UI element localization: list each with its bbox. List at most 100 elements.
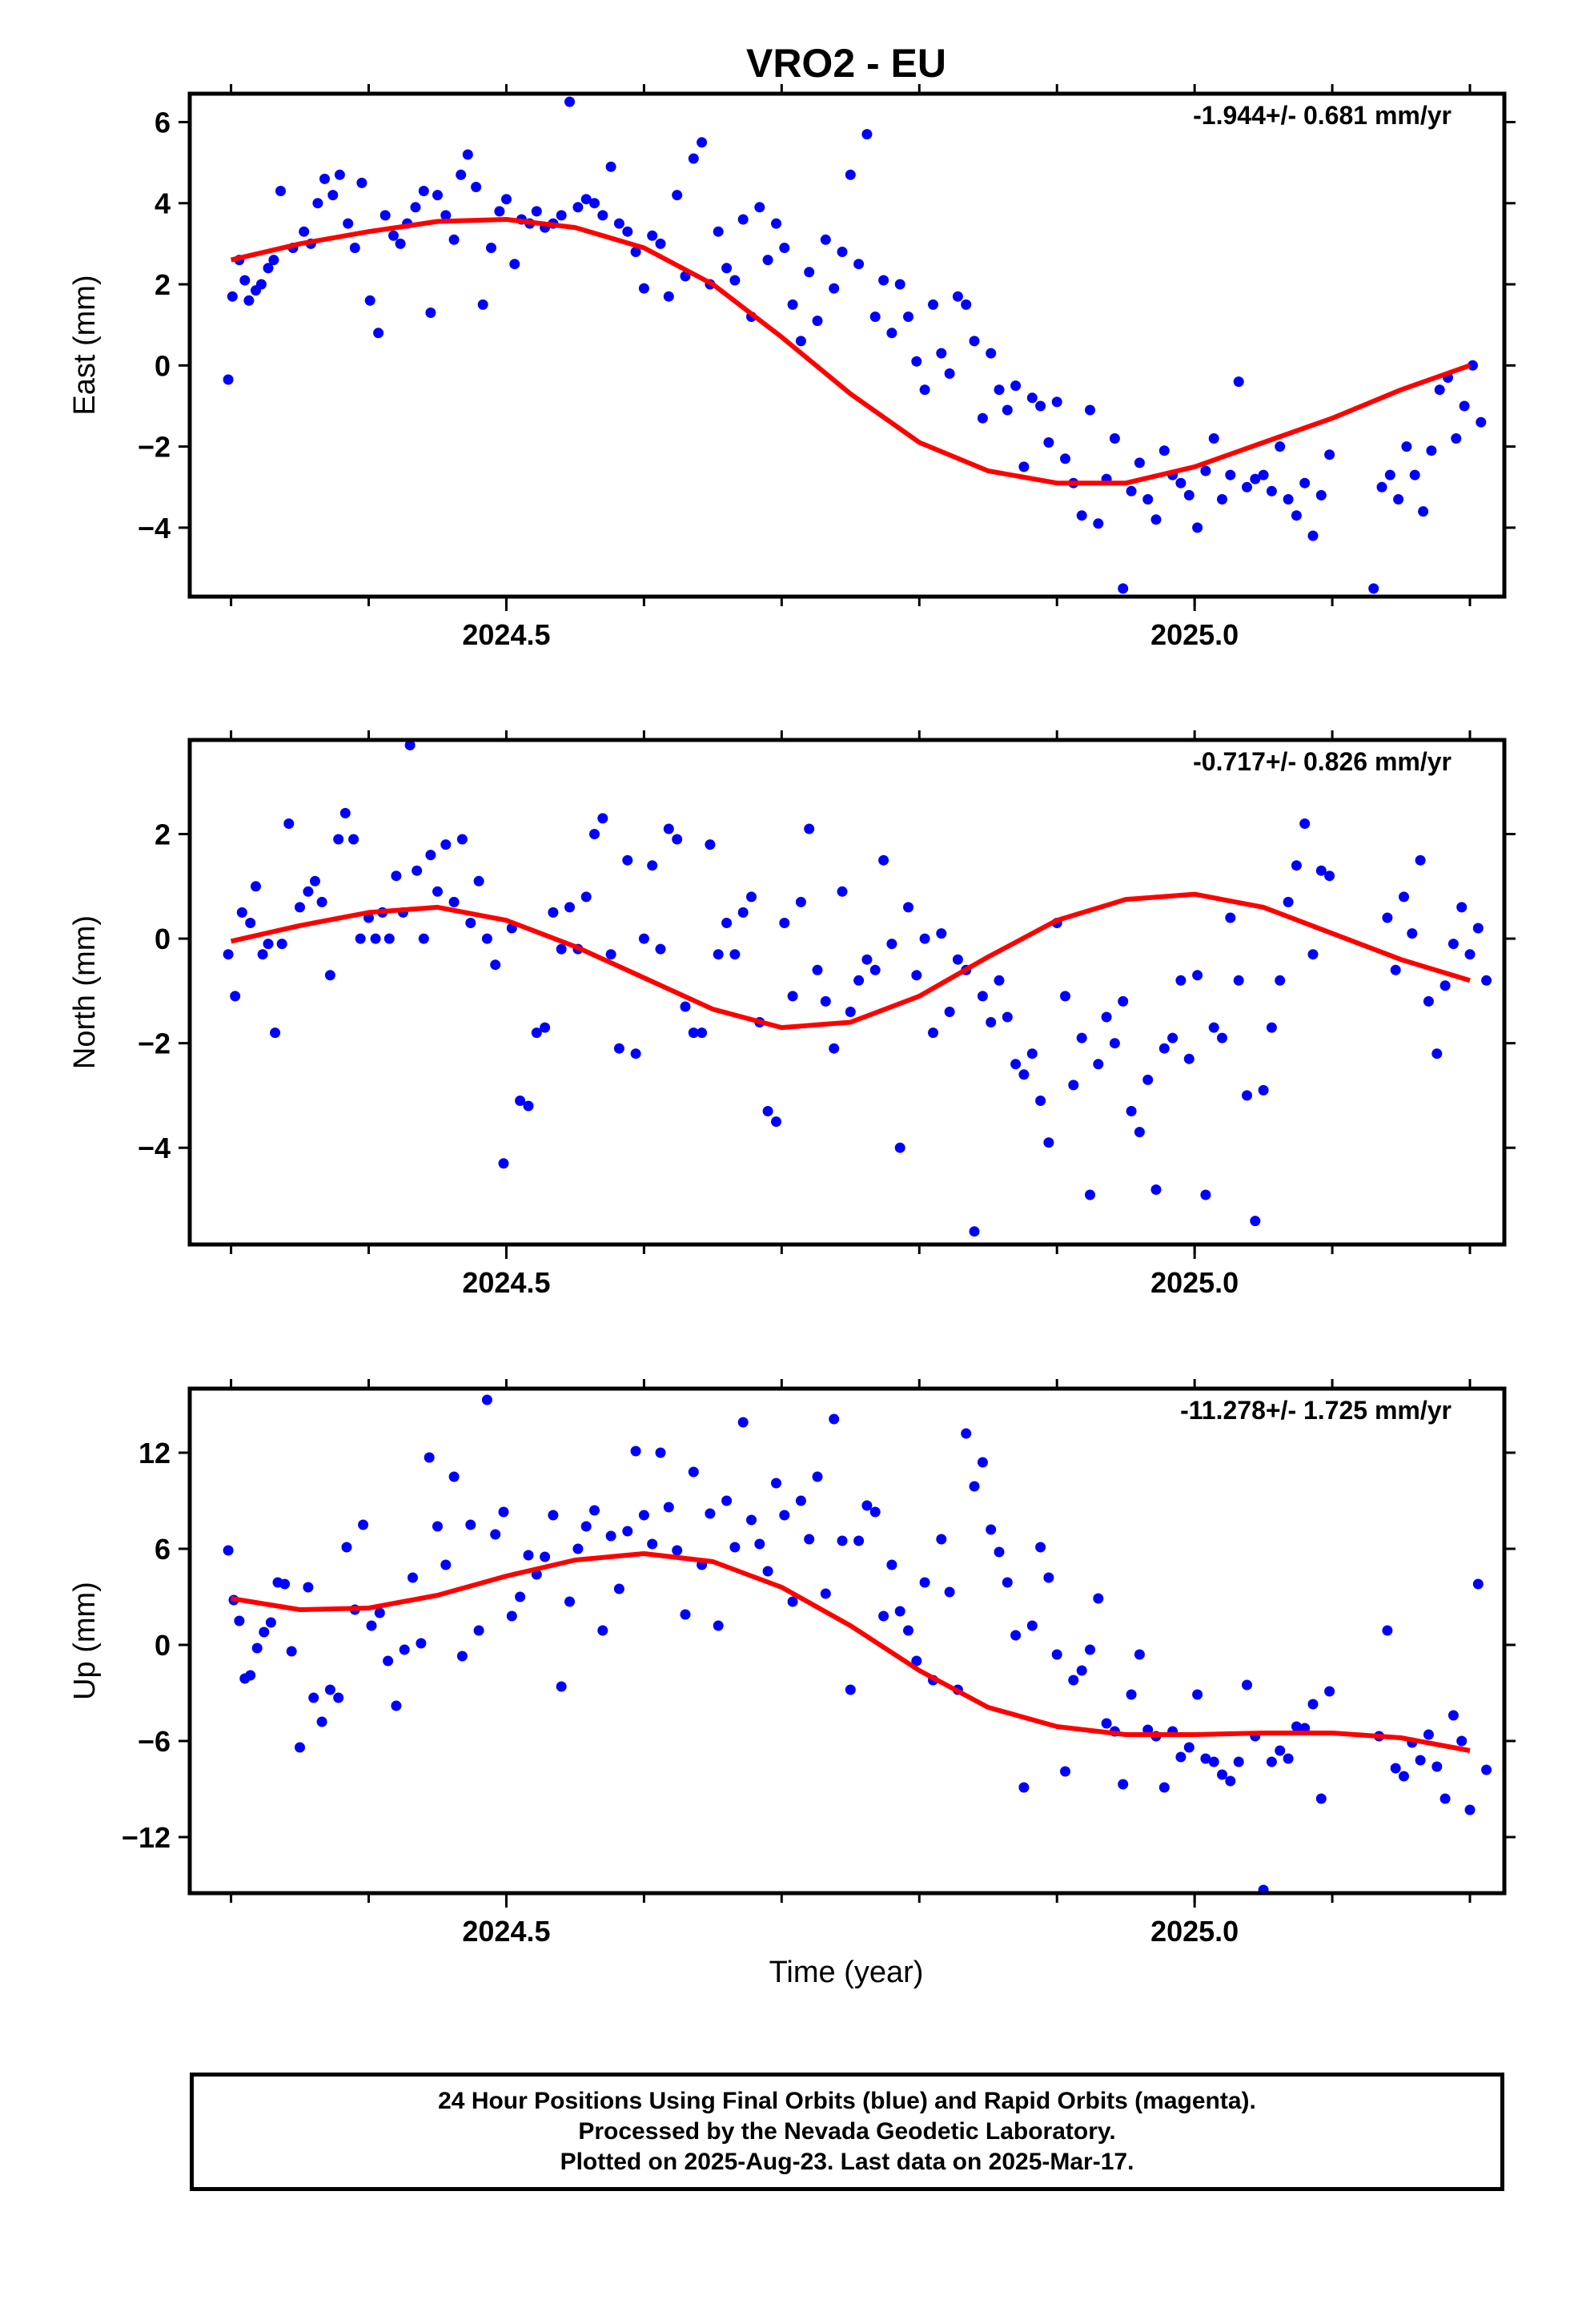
up-point: [498, 1506, 509, 1518]
east-ytick-label: 2: [155, 268, 171, 301]
up-point: [977, 1457, 988, 1468]
north-point: [589, 829, 600, 839]
east-point: [928, 299, 938, 310]
north-points: [223, 740, 1492, 1237]
up-point: [1208, 1756, 1219, 1767]
north-point: [515, 1096, 526, 1106]
east-point: [845, 169, 856, 180]
up-point: [333, 1692, 344, 1703]
north-point: [903, 902, 913, 913]
up-point: [911, 1655, 922, 1667]
up-point: [1423, 1729, 1434, 1740]
north-point: [295, 902, 305, 913]
north-point: [465, 918, 476, 928]
north-point: [994, 975, 1005, 986]
up-point: [1134, 1649, 1145, 1660]
up-point: [829, 1413, 840, 1425]
up-point: [1390, 1763, 1401, 1774]
east-point: [1409, 469, 1420, 480]
north-point: [548, 907, 559, 918]
east-point: [977, 412, 988, 424]
up-point: [341, 1542, 352, 1553]
up-ytick-label: −6: [138, 1725, 171, 1758]
north-frame: [187, 738, 1507, 1247]
north-point: [820, 995, 831, 1007]
north-point: [1208, 1022, 1219, 1033]
east-point: [1076, 510, 1087, 521]
up-point: [1051, 1649, 1062, 1660]
up-point: [680, 1609, 691, 1620]
east-point: [1299, 477, 1311, 489]
north-point: [448, 896, 460, 907]
east-point: [697, 137, 708, 148]
east-point: [1258, 469, 1269, 480]
east-point: [754, 202, 765, 213]
east-point: [327, 190, 339, 201]
east-point: [1208, 433, 1219, 444]
up-point: [613, 1583, 624, 1594]
up-point: [919, 1577, 930, 1588]
east-point: [334, 169, 345, 180]
east-point: [1026, 392, 1038, 404]
east-xtick-label: 2025.0: [1150, 618, 1239, 651]
north-point: [276, 939, 287, 950]
north-point: [1307, 949, 1319, 960]
north-point: [1283, 896, 1294, 907]
north-point: [391, 870, 402, 882]
east-point: [1018, 461, 1030, 472]
up-point: [308, 1692, 319, 1703]
north-point: [672, 834, 683, 845]
east-point: [861, 129, 873, 140]
east-point: [1010, 380, 1022, 392]
north-point: [531, 1027, 542, 1039]
east-point: [243, 295, 255, 306]
north-point: [245, 918, 256, 928]
up-point: [251, 1642, 263, 1654]
north-point: [1126, 1106, 1137, 1116]
up-point: [886, 1559, 897, 1570]
up-point: [416, 1638, 427, 1649]
up-ytick-label: −12: [122, 1821, 171, 1854]
up-point: [374, 1607, 385, 1618]
north-point: [705, 839, 716, 850]
east-point: [1324, 449, 1335, 460]
up-point: [465, 1519, 476, 1530]
up-point: [564, 1596, 575, 1607]
up-point: [869, 1506, 881, 1518]
up-point: [1456, 1735, 1468, 1747]
north-point: [812, 964, 823, 975]
east-point: [630, 247, 641, 257]
east-point: [986, 348, 997, 359]
north-point: [1399, 891, 1409, 903]
north-point: [1167, 1032, 1178, 1043]
north-point: [680, 1001, 691, 1012]
up-point: [589, 1505, 600, 1516]
east-point: [919, 384, 930, 396]
up-point: [1307, 1699, 1319, 1710]
east-point: [663, 291, 674, 302]
north-point: [613, 1043, 624, 1054]
east-point: [795, 336, 806, 347]
north-point: [1085, 1189, 1095, 1200]
north-point: [523, 1100, 534, 1112]
east-point: [812, 316, 823, 327]
up-point: [812, 1471, 823, 1482]
north-point: [1266, 1022, 1277, 1033]
up-point: [713, 1620, 724, 1631]
up-point: [391, 1700, 402, 1711]
north-point: [412, 865, 423, 876]
east-point: [1051, 396, 1062, 408]
up-point: [424, 1452, 435, 1463]
up-point: [506, 1610, 517, 1622]
north-point: [762, 1106, 773, 1116]
up-point: [259, 1626, 270, 1638]
east-point: [343, 218, 354, 229]
up-point: [1225, 1775, 1236, 1787]
east-point: [1118, 583, 1129, 594]
up-point: [523, 1550, 534, 1561]
north-point: [490, 959, 501, 971]
north-point: [779, 918, 790, 928]
east-point: [737, 214, 749, 225]
east-point: [1134, 457, 1145, 468]
east-point: [638, 283, 649, 294]
